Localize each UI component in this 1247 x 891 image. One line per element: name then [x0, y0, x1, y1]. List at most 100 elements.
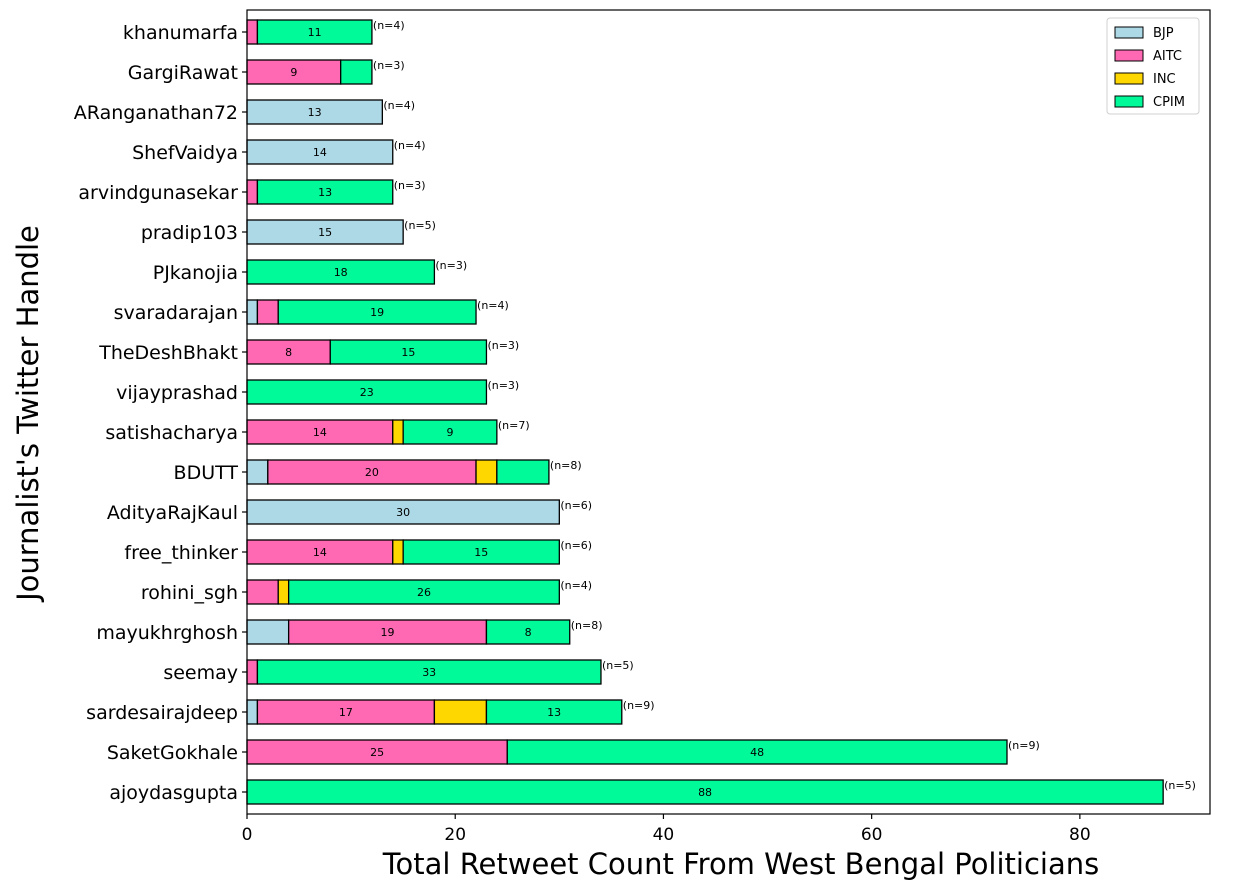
- x-tick-label-40: 40: [653, 825, 675, 845]
- n-label-svaradarajan: (n=4): [477, 299, 509, 312]
- n-label-aranganathan72: (n=4): [383, 99, 415, 112]
- n-label-shefvaidya: (n=4): [394, 139, 426, 152]
- bar-sardesairajdeep-bjp: [246, 699, 259, 725]
- segment-label-vijayprashad-cpim: 23: [360, 386, 374, 399]
- segment-label-pradip103-bjp: 15: [318, 226, 332, 239]
- n-label-rohini-sgh: (n=4): [560, 579, 592, 592]
- x-tick-label-60: 60: [861, 825, 883, 845]
- y-tick-label-rohini-sgh: rohini_sgh: [141, 582, 238, 604]
- n-label-arvindgunasekar: (n=3): [394, 179, 426, 192]
- legend-swatch-inc: [1114, 72, 1144, 85]
- bar-svaradarajan-cpim: [277, 299, 477, 325]
- n-label-khanumarfa: (n=4): [373, 19, 405, 32]
- n-label-pradip103: (n=5): [404, 219, 436, 232]
- legend-label-bjp: BJP: [1153, 26, 1174, 41]
- n-label-seemay: (n=5): [602, 659, 634, 672]
- legend-swatch-bjp: [1114, 26, 1144, 39]
- bar-satishacharya-cpim: [402, 419, 498, 445]
- segment-label-sardesairajdeep-aitc: 17: [339, 706, 353, 719]
- n-label-vijayprashad: (n=3): [487, 379, 519, 392]
- bar-free-thinker-cpim: [402, 539, 560, 565]
- bar-aranganathan72-bjp: [246, 99, 383, 125]
- bar-arvindgunasekar-aitc: [246, 179, 259, 205]
- legend-swatch-aitc: [1114, 49, 1144, 62]
- legend-label-inc: INC: [1153, 72, 1176, 87]
- segment-label-saketgokhale-cpim: 48: [750, 746, 764, 759]
- legend-swatch-cpim: [1114, 95, 1144, 108]
- x-axis-title: Total Retweet Count From West Bengal Pol…: [382, 847, 1100, 881]
- legend: BJP AITC INC CPIM: [1106, 17, 1200, 115]
- bar-satishacharya-inc: [392, 419, 404, 445]
- segment-label-thedeshbhakt-cpim: 15: [401, 346, 415, 359]
- n-label-pjkanojia: (n=3): [435, 259, 467, 272]
- segment-label-thedeshbhakt-aitc: 8: [285, 346, 292, 359]
- legend-label-aitc: AITC: [1153, 49, 1182, 64]
- segment-label-adityarajkaul-bjp: 30: [396, 506, 410, 519]
- segment-label-satishacharya-aitc: 14: [313, 426, 327, 439]
- y-tick-label-vijayprashad: vijayprashad: [116, 382, 238, 404]
- bar-rohini-sgh-aitc: [246, 579, 279, 605]
- bar-bdutt-inc: [475, 459, 498, 485]
- x-tick-label-20: 20: [444, 825, 466, 845]
- n-label-sardesairajdeep: (n=9): [623, 699, 655, 712]
- bar-bdutt-aitc: [267, 459, 477, 485]
- bar-rohini-sgh-inc: [277, 579, 290, 605]
- n-label-free-thinker: (n=6): [560, 539, 592, 552]
- n-label-bdutt: (n=8): [550, 459, 582, 472]
- y-tick-label-bdutt: BDUTT: [174, 462, 239, 484]
- segment-label-free-thinker-cpim: 15: [474, 546, 488, 559]
- x-tick-label-0: 0: [242, 825, 253, 845]
- n-label-mayukhrghosh: (n=8): [571, 619, 603, 632]
- segment-label-sardesairajdeep-cpim: 13: [547, 706, 561, 719]
- segment-label-pjkanojia-cpim: 18: [334, 266, 348, 279]
- bar-svaradarajan-bjp: [246, 299, 259, 325]
- y-tick-label-ajoydasgupta: ajoydasgupta: [109, 782, 238, 804]
- segment-label-aranganathan72-bjp: 13: [308, 106, 322, 119]
- n-label-gargirawat: (n=3): [373, 59, 405, 72]
- segment-label-ajoydasgupta-cpim: 88: [698, 786, 712, 799]
- bar-vijayprashad-cpim: [246, 379, 488, 405]
- bar-saketgokhale-aitc: [246, 739, 508, 765]
- y-axis-title: Journalist's Twitter Handle: [11, 225, 45, 603]
- bar-pradip103-bjp: [246, 219, 404, 245]
- segment-label-seemay-cpim: 33: [422, 666, 436, 679]
- segment-label-shefvaidya-bjp: 14: [313, 146, 327, 159]
- segment-label-saketgokhale-aitc: 25: [370, 746, 384, 759]
- y-tick-label-pjkanojia: PJkanojia: [153, 262, 238, 284]
- bar-arvindgunasekar-cpim: [256, 179, 394, 205]
- y-tick-label-sardesairajdeep: sardesairajdeep: [86, 702, 238, 724]
- segment-label-rohini-sgh-cpim: 26: [417, 586, 431, 599]
- segment-label-arvindgunasekar-cpim: 13: [318, 186, 332, 199]
- segment-label-satishacharya-cpim: 9: [447, 426, 454, 439]
- x-axis: 0 20 40 60 80: [242, 814, 1091, 845]
- y-axis: khanumarfa GargiRawat ARanganathan72 ShefVa…: [74, 22, 247, 804]
- y-tick-label-free-thinker: free_thinker: [124, 542, 238, 564]
- segment-label-mayukhrghosh-aitc: 19: [381, 626, 395, 639]
- bar-seemay-aitc: [246, 659, 259, 685]
- segment-label-svaradarajan-cpim: 19: [370, 306, 384, 319]
- y-tick-label-seemay: seemay: [163, 662, 238, 684]
- bar-bdutt-bjp: [246, 459, 269, 485]
- bar-sardesairajdeep-inc: [433, 699, 488, 725]
- n-label-adityarajkaul: (n=6): [560, 499, 592, 512]
- y-tick-label-thedeshbhakt: TheDeshBhakt: [98, 342, 238, 364]
- bar-thedeshbhakt-cpim: [329, 339, 488, 365]
- legend-box: [1106, 17, 1200, 115]
- segment-label-bdutt-aitc: 20: [365, 466, 379, 479]
- bars-layer: [246, 19, 1164, 805]
- n-label-saketgokhale: (n=9): [1008, 739, 1040, 752]
- bar-mayukhrghosh-bjp: [246, 619, 290, 645]
- y-tick-label-gargirawat: GargiRawat: [128, 62, 238, 84]
- bar-khanumarfa-cpim: [256, 19, 373, 45]
- bar-shefvaidya-bjp: [246, 139, 394, 165]
- bar-satishacharya-aitc: [246, 419, 394, 445]
- bar-adityarajkaul-bjp: [246, 499, 560, 525]
- n-label-ajoydasgupta: (n=5): [1164, 779, 1196, 792]
- plot-frame: [246, 9, 1211, 815]
- y-tick-label-khanumarfa: khanumarfa: [123, 22, 238, 44]
- bar-mayukhrghosh-aitc: [287, 619, 488, 645]
- y-tick-label-adityarajkaul: AdityaRajKaul: [107, 502, 238, 524]
- bar-mayukhrghosh-cpim: [485, 619, 571, 645]
